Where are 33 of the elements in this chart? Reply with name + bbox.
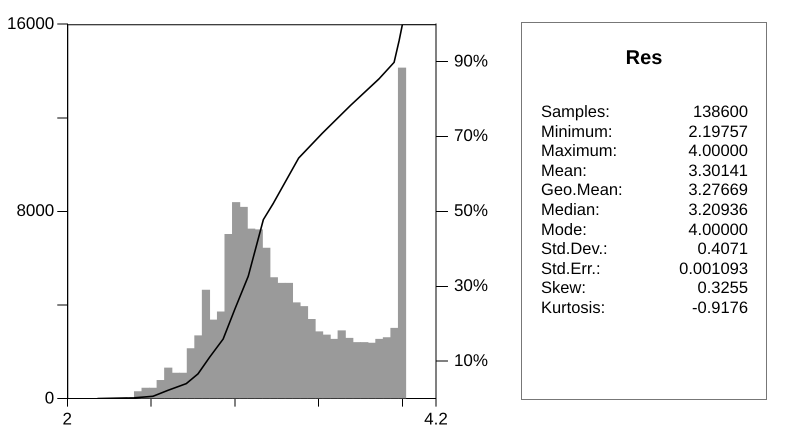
text: 0.3255 <box>698 279 748 299</box>
x-tick-label: 4.2 <box>424 409 448 428</box>
text: 0.4071 <box>698 240 748 260</box>
text: Mode: <box>541 220 587 240</box>
y2-tick-label: 50% <box>454 201 488 220</box>
text: 0.001093 <box>679 260 748 280</box>
y-tick-label: 8000 <box>16 201 54 220</box>
text: 138600 <box>692 103 748 123</box>
text: Mean: <box>541 162 587 182</box>
text: Std.Err.: <box>541 260 601 280</box>
text: Kurtosis: <box>541 298 606 319</box>
text: 3.20936 <box>688 200 748 221</box>
text: Std.Dev.: <box>541 240 608 260</box>
text: 2.19757 <box>688 122 748 142</box>
text: 4.00000 <box>688 220 748 240</box>
text: Samples: <box>541 103 610 123</box>
x-tick-label: 2 <box>62 409 72 428</box>
text: 3.30141 <box>688 162 748 182</box>
y2-tick-label: 70% <box>454 126 488 146</box>
text: 4.00000 <box>688 142 748 162</box>
text: Maximum: <box>541 142 618 162</box>
text: Median: <box>541 200 600 221</box>
text: -0.9176 <box>692 298 748 319</box>
text: Res <box>624 47 664 70</box>
y-tick-label: 16000 <box>6 14 54 33</box>
y2-tick-label: 90% <box>454 51 488 70</box>
text: 3.27669 <box>688 181 748 201</box>
y2-tick-label: 30% <box>454 276 488 295</box>
y2-tick-label: 10% <box>454 350 488 370</box>
text: Minimum: <box>541 122 613 142</box>
text: Skew: <box>541 279 586 299</box>
text: Geo.Mean: <box>541 181 623 201</box>
y-tick-label: 0 <box>44 388 54 408</box>
